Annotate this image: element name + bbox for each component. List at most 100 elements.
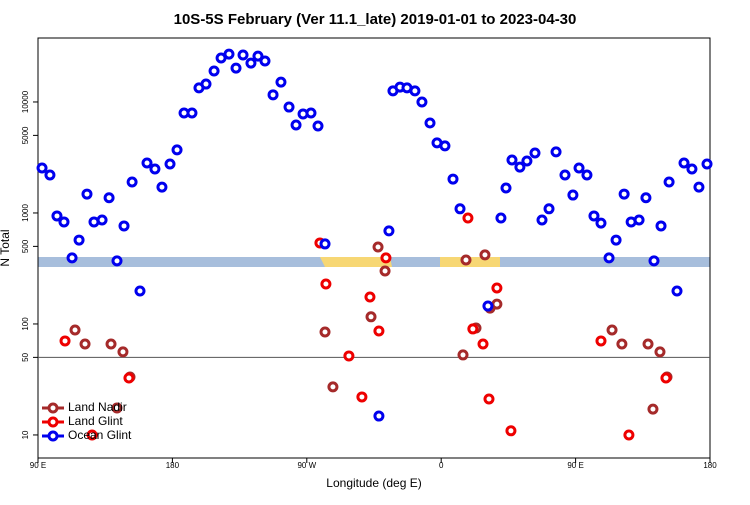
- point: [467, 323, 479, 335]
- point: [149, 163, 161, 175]
- point: [409, 85, 421, 97]
- point: [623, 429, 635, 441]
- y-tick-label: 500: [21, 239, 30, 253]
- legend-label: Land Nadir: [68, 400, 127, 414]
- point: [123, 372, 135, 384]
- point: [118, 220, 130, 232]
- point: [633, 214, 645, 226]
- legend-marker: [47, 430, 59, 442]
- point: [126, 176, 138, 188]
- point: [447, 173, 459, 185]
- point: [642, 338, 654, 350]
- point: [200, 78, 212, 90]
- x-tick-label: 0: [439, 461, 444, 470]
- point: [573, 162, 585, 174]
- point: [647, 403, 659, 415]
- point: [588, 210, 600, 222]
- point: [105, 338, 117, 350]
- y-tick-label: 1000: [21, 204, 30, 222]
- point: [356, 391, 368, 403]
- point: [655, 220, 667, 232]
- point: [383, 225, 395, 237]
- point: [379, 265, 391, 277]
- point: [380, 252, 392, 264]
- point: [454, 203, 466, 215]
- point: [701, 158, 713, 170]
- y-tick-label: 100: [21, 317, 30, 331]
- point: [343, 350, 355, 362]
- point: [372, 241, 384, 253]
- point: [69, 324, 81, 336]
- legend-label: Ocean Glint: [68, 428, 132, 442]
- point: [648, 255, 660, 267]
- point: [111, 402, 123, 414]
- point: [550, 146, 562, 158]
- point: [595, 335, 607, 347]
- point: [514, 161, 526, 173]
- point: [327, 381, 339, 393]
- point: [58, 216, 70, 228]
- point: [66, 252, 78, 264]
- point: [595, 217, 607, 229]
- point: [424, 117, 436, 129]
- point: [79, 338, 91, 350]
- point: [81, 188, 93, 200]
- point: [320, 278, 332, 290]
- point: [479, 249, 491, 261]
- point: [416, 96, 428, 108]
- point: [290, 119, 302, 131]
- point: [365, 311, 377, 323]
- point: [460, 254, 472, 266]
- point: [164, 158, 176, 170]
- x-tick-label: 90 W: [297, 461, 316, 470]
- point: [559, 169, 571, 181]
- x-tick-label: 180: [166, 461, 180, 470]
- point: [603, 252, 615, 264]
- point: [103, 192, 115, 204]
- point: [237, 49, 249, 61]
- point: [506, 154, 518, 166]
- legend-marker: [47, 416, 59, 428]
- point: [505, 425, 517, 437]
- point: [252, 50, 264, 62]
- point: [678, 157, 690, 169]
- point: [36, 162, 48, 174]
- point: [567, 189, 579, 201]
- point: [439, 140, 451, 152]
- point: [536, 214, 548, 226]
- point: [111, 255, 123, 267]
- plot-frame: [37, 37, 711, 459]
- chart-title: 10S-5S February (Ver 11.1_late) 2019-01-…: [174, 11, 577, 28]
- point: [134, 285, 146, 297]
- point: [245, 57, 257, 69]
- point: [491, 282, 503, 294]
- x-axis-label: Longitude (deg E): [326, 476, 421, 490]
- point: [660, 372, 672, 384]
- point: [267, 89, 279, 101]
- y-tick-label: 50: [21, 352, 30, 361]
- point: [117, 346, 129, 358]
- y-tick-label: 5000: [21, 126, 30, 144]
- legend-marker: [47, 402, 59, 414]
- point: [521, 155, 533, 167]
- point: [618, 188, 630, 200]
- point: [230, 62, 242, 74]
- point: [495, 212, 507, 224]
- x-tick-label: 90 E: [567, 461, 583, 470]
- point: [215, 52, 227, 64]
- point: [259, 55, 271, 67]
- point: [171, 144, 183, 156]
- point: [319, 238, 331, 250]
- point: [640, 192, 652, 204]
- point: [482, 300, 494, 312]
- point: [73, 234, 85, 246]
- point: [283, 101, 295, 113]
- point: [457, 349, 469, 361]
- point: [671, 285, 683, 297]
- y-tick-label: 10000: [21, 90, 30, 113]
- point: [96, 214, 108, 226]
- point: [373, 410, 385, 422]
- point: [462, 212, 474, 224]
- point: [616, 338, 628, 350]
